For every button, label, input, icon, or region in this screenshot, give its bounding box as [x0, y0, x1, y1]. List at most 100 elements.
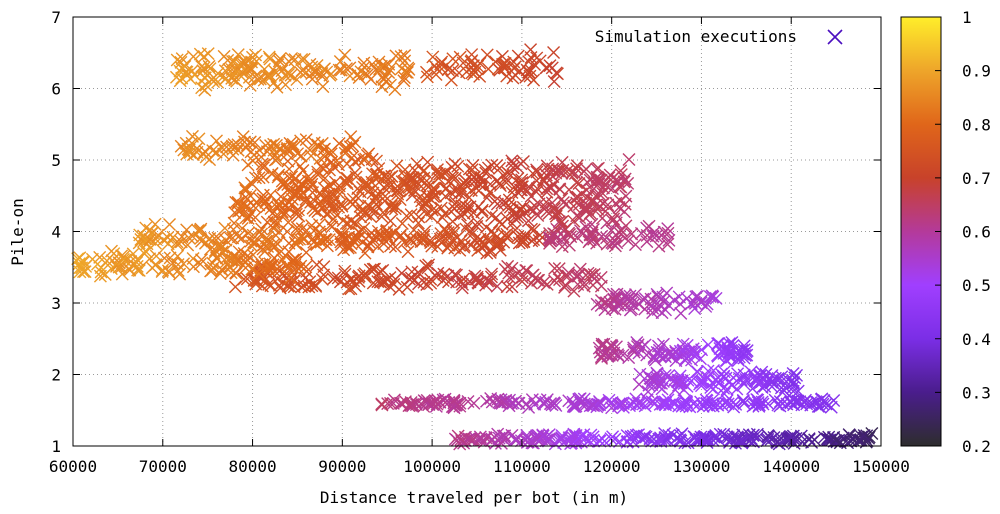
data-point [91, 257, 105, 271]
data-point [505, 154, 519, 168]
data-point [290, 73, 304, 87]
data-point [371, 275, 385, 289]
data-point [211, 66, 225, 80]
data-point [593, 200, 607, 214]
data-point [325, 220, 339, 234]
data-point [496, 57, 510, 71]
data-point [483, 246, 497, 260]
data-point [709, 431, 723, 445]
data-point [115, 267, 129, 281]
data-point [336, 214, 350, 228]
data-point [173, 64, 187, 78]
data-point [400, 209, 414, 223]
data-point [137, 246, 151, 260]
data-point [639, 430, 653, 444]
data-point [471, 216, 485, 230]
data-point [311, 138, 325, 152]
data-point [824, 400, 838, 414]
data-point [631, 396, 645, 410]
data-point [239, 211, 253, 225]
colorbar-tick-label: 0.5 [962, 276, 991, 295]
data-point [358, 267, 372, 281]
data-point [465, 48, 479, 62]
data-point [343, 140, 357, 154]
data-point [425, 183, 439, 197]
data-point [420, 70, 434, 84]
data-point [540, 182, 554, 196]
data-point [375, 397, 389, 411]
data-point [642, 219, 656, 233]
data-point [348, 155, 362, 169]
data-point [560, 165, 574, 179]
y-tick-label: 1 [51, 437, 61, 456]
data-point [450, 182, 464, 196]
data-point [452, 238, 466, 252]
data-point [227, 54, 241, 68]
data-point [470, 219, 484, 233]
data-point [287, 188, 301, 202]
data-point [235, 66, 249, 80]
data-point [317, 268, 331, 282]
data-point [210, 134, 223, 148]
data-point [605, 214, 619, 228]
data-point [308, 204, 322, 218]
data-point [567, 284, 581, 298]
data-point [645, 298, 659, 312]
data-point [243, 189, 257, 203]
data-point [73, 261, 87, 275]
data-point [238, 56, 252, 70]
data-point [508, 68, 522, 82]
data-point [170, 53, 184, 67]
data-point [694, 294, 708, 308]
data-point [647, 225, 661, 239]
data-point [539, 195, 553, 209]
data-point [236, 130, 250, 144]
data-point [343, 69, 357, 83]
data-point [364, 72, 378, 86]
data-point [379, 70, 393, 84]
data-point [318, 62, 332, 76]
data-point [522, 55, 536, 69]
data-point [238, 181, 252, 195]
data-point [485, 267, 499, 281]
data-point [285, 51, 299, 65]
data-point [219, 233, 233, 247]
data-point [579, 220, 593, 234]
data-point [419, 207, 433, 221]
data-point [703, 290, 717, 304]
data-point [236, 198, 250, 212]
data-point [753, 376, 767, 390]
legend-x-mark [827, 29, 843, 45]
data-point [475, 205, 489, 219]
data-point [248, 171, 262, 185]
data-point [241, 249, 255, 263]
data-point [765, 375, 779, 389]
data-point [655, 229, 669, 243]
data-point [252, 171, 266, 185]
data-point [231, 143, 245, 157]
data-point [339, 62, 353, 76]
data-point [567, 214, 581, 228]
data-point [215, 263, 229, 277]
data-point [256, 161, 270, 175]
data-point [299, 133, 313, 147]
colorbar-tick-label: 0.6 [962, 223, 991, 242]
data-point [373, 62, 387, 76]
data-point [729, 436, 742, 450]
data-point [471, 243, 485, 257]
data-point [605, 302, 619, 316]
data-point [570, 159, 584, 173]
data-point [693, 433, 707, 447]
data-point [567, 199, 581, 213]
data-point [314, 235, 328, 249]
data-point [180, 147, 194, 161]
data-point [480, 394, 493, 408]
data-point [398, 48, 412, 62]
data-point [411, 216, 425, 230]
data-point [614, 227, 628, 241]
data-point [79, 259, 93, 273]
data-point [543, 234, 557, 248]
data-point [248, 211, 262, 225]
data-point [654, 349, 668, 363]
data-point [311, 205, 325, 219]
